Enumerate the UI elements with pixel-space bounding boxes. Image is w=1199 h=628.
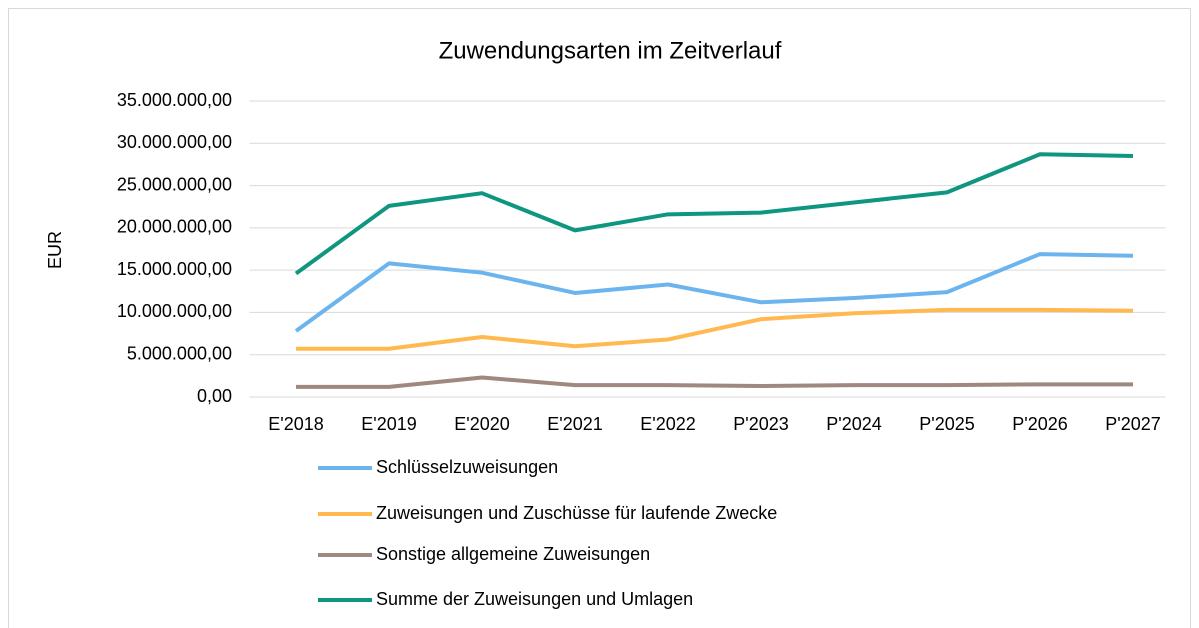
chart-border	[8, 8, 1191, 628]
x-tick-label: E'2020	[454, 414, 510, 434]
y-axis-label: EUR	[45, 231, 65, 269]
y-tick-label: 30.000.000,00	[117, 132, 232, 152]
legend-label: Zuweisungen und Zuschüsse für laufende Z…	[376, 503, 777, 523]
y-tick-label: 15.000.000,00	[117, 259, 232, 279]
y-tick-label: 35.000.000,00	[117, 90, 232, 110]
data-line	[296, 375, 1133, 389]
x-tick-label: P'2024	[826, 414, 882, 434]
data-line	[294, 252, 1134, 333]
legend-label: Sonstige allgemeine Zuweisungen	[376, 544, 650, 564]
legend-label: Schlüsselzuweisungen	[376, 457, 558, 477]
x-tick-label: E'2019	[361, 414, 417, 434]
x-tick-label: P'2023	[733, 414, 789, 434]
y-tick-label: 25.000.000,00	[117, 174, 232, 194]
y-tick-label: 10.000.000,00	[117, 301, 232, 321]
x-tick-label: E'2018	[268, 414, 324, 434]
data-line	[294, 152, 1134, 276]
x-tick-label: P'2027	[1105, 414, 1161, 434]
y-tick-label: 20.000.000,00	[117, 217, 232, 237]
data-line	[296, 307, 1134, 351]
x-tick-label: P'2026	[1012, 414, 1068, 434]
chart-title: Zuwendungsarten im Zeitverlauf	[439, 37, 782, 64]
legend-label: Summe der Zuweisungen und Umlagen	[376, 589, 693, 609]
y-tick-label: 5.000.000,00	[127, 343, 232, 363]
x-tick-label: P'2025	[919, 414, 975, 434]
x-tick-label: E'2022	[640, 414, 696, 434]
y-tick-label: 0,00	[197, 386, 232, 406]
x-tick-label: E'2021	[547, 414, 603, 434]
